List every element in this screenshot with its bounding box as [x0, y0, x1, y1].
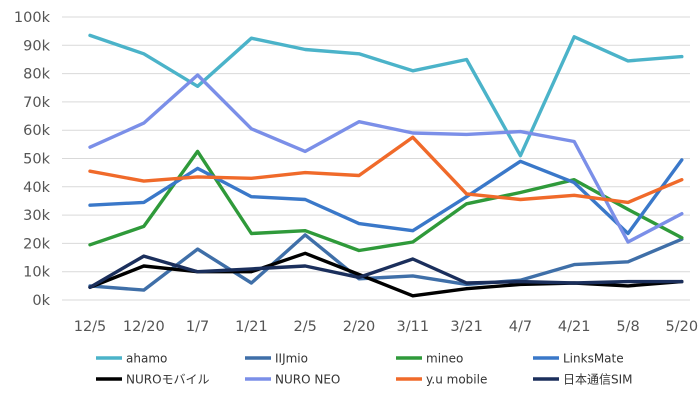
- x-tick-label: 4/7: [509, 319, 532, 335]
- legend-item: 日本通信SIM: [533, 373, 633, 387]
- y-tick-label: 60k: [23, 123, 50, 139]
- legend-item: y.u mobile: [396, 373, 487, 387]
- series-line-ahamo: [88, 33, 684, 158]
- y-tick-label: 0k: [32, 293, 50, 309]
- series-line-mineo: [88, 149, 684, 253]
- x-tick-label: 3/11: [397, 319, 430, 335]
- legend-label: 日本通信SIM: [563, 373, 633, 387]
- y-axis-ticks: 0k 10k 20k 30k 40k 50k 60k 70k 80k 90k 100k: [14, 10, 51, 309]
- series-line-NURO NEO: [88, 73, 684, 244]
- series-line-NUROモバイル: [88, 251, 684, 298]
- legend-item: ahamo: [96, 352, 167, 366]
- legend-item: NUROモバイル: [96, 373, 210, 387]
- legend-label: NURO NEO: [275, 373, 340, 387]
- series-line-日本通信SIM: [88, 254, 684, 289]
- x-tick-label: 1/7: [186, 319, 209, 335]
- legend: ahamo IIJmio mineo LinksMate NUROモバイル NURO NE…: [96, 352, 633, 387]
- y-tick-label: 40k: [23, 180, 50, 196]
- legend-label: NUROモバイル: [126, 373, 210, 387]
- x-tick-label: 3/21: [450, 319, 483, 335]
- x-tick-label: 12/20: [123, 319, 165, 335]
- x-tick-label: 4/21: [558, 319, 591, 335]
- legend-label: mineo: [426, 352, 463, 366]
- legend-item: mineo: [396, 352, 463, 366]
- x-tick-label: 5/20: [666, 319, 699, 335]
- legend-label: ahamo: [126, 352, 167, 366]
- legend-label: LinksMate: [563, 352, 624, 366]
- legend-item: NURO NEO: [245, 373, 340, 387]
- legend-label: IIJmio: [275, 352, 308, 366]
- y-tick-label: 90k: [23, 38, 50, 54]
- y-tick-label: 20k: [23, 236, 50, 252]
- y-tick-label: 80k: [23, 67, 50, 83]
- x-tick-label: 1/21: [235, 319, 268, 335]
- y-tick-label: 10k: [23, 265, 50, 281]
- x-tick-label: 5/8: [616, 319, 639, 335]
- legend-item: LinksMate: [533, 352, 624, 366]
- series-line-LinksMate: [88, 158, 684, 236]
- y-tick-label: 70k: [23, 95, 50, 111]
- y-tick-label: 100k: [14, 10, 51, 26]
- x-tick-label: 2/5: [294, 319, 317, 335]
- x-axis-ticks: 12/5 12/20 1/7 1/21 2/5 2/20 3/11 3/21 4/7 4/21 5/…: [74, 319, 698, 335]
- x-tick-label: 2/20: [343, 319, 376, 335]
- y-tick-label: 50k: [23, 152, 50, 168]
- y-tick-label: 30k: [23, 208, 50, 224]
- series-line-y.u mobile: [88, 135, 684, 205]
- x-tick-label: 12/5: [74, 319, 107, 335]
- legend-item: IIJmio: [245, 352, 308, 366]
- legend-label: y.u mobile: [426, 373, 487, 387]
- series-lines: [88, 33, 684, 298]
- series-line-IIJmio: [88, 233, 684, 292]
